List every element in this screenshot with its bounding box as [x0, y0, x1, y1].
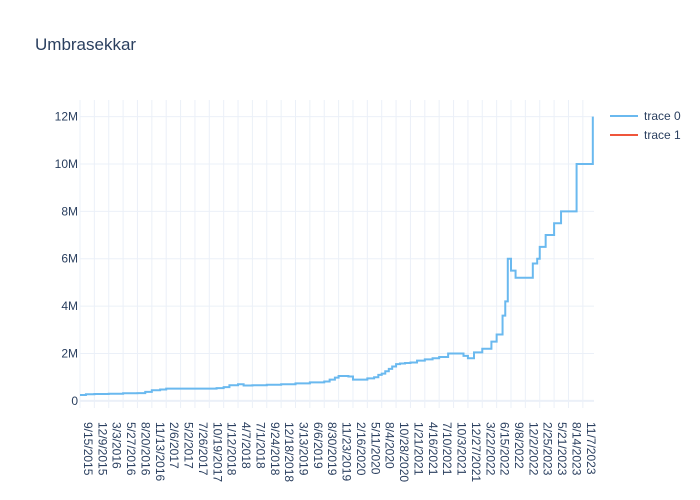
x-tick-label: 1/12/2018: [225, 422, 239, 476]
x-tick-label: 1/21/2021: [411, 422, 425, 476]
x-tick-label: 11/23/2019: [340, 422, 354, 481]
x-tick-label: 3/3/2016: [110, 422, 124, 469]
grid-lines: [79, 100, 594, 408]
chart-title: Umbrasekkar: [35, 35, 137, 54]
y-tick-label: 4M: [61, 299, 78, 313]
y-tick-label: 12M: [55, 110, 78, 124]
x-tick-label: 4/16/2021: [426, 422, 440, 476]
x-tick-label: 12/27/2021: [469, 422, 483, 482]
legend[interactable]: trace 0 trace 1: [610, 109, 681, 142]
x-tick-label: 12/9/2015: [95, 422, 109, 476]
y-tick-label: 2M: [61, 347, 78, 361]
x-tick-label: 2/25/2023: [541, 422, 555, 476]
x-tick-label: 4/7/2018: [239, 422, 253, 469]
x-tick-label: 12/18/2018: [282, 422, 296, 482]
x-tick-label: 5/27/2016: [124, 422, 138, 476]
y-tick-label: 6M: [61, 252, 78, 266]
series-lines: [80, 116, 594, 396]
y-tick-label: 8M: [61, 204, 78, 218]
x-tick-label: 9/24/2018: [268, 422, 282, 476]
x-tick-label: 2/16/2020: [354, 422, 368, 476]
x-tick-label: 8/20/2016: [138, 422, 152, 476]
x-tick-label: 5/21/2023: [555, 422, 569, 476]
legend-item-0[interactable]: trace 0: [644, 109, 681, 123]
x-tick-label: 8/30/2019: [325, 422, 339, 476]
x-tick-label: 3/22/2022: [483, 422, 497, 476]
x-tick-label: 9/8/2022: [512, 422, 526, 469]
x-tick-label: 7/26/2017: [196, 422, 210, 476]
x-tick-label: 10/3/2021: [455, 422, 469, 476]
x-tick-label: 3/13/2019: [297, 422, 311, 476]
x-tick-label: 12/2/2022: [526, 422, 540, 476]
y-tick-label: 10M: [55, 157, 78, 171]
x-tick-label: 2/6/2017: [167, 422, 181, 469]
x-tick-label: 6/15/2022: [498, 422, 512, 476]
x-tick-label: 8/4/2020: [383, 422, 397, 469]
x-tick-label: 8/14/2023: [569, 422, 583, 476]
y-tick-label: 0: [71, 394, 78, 408]
x-tick-label: 11/13/2016: [153, 422, 167, 481]
x-tick-label: 5/2/2017: [182, 422, 196, 469]
x-tick-label: 5/11/2020: [368, 422, 382, 475]
legend-item-1[interactable]: trace 1: [644, 128, 681, 142]
x-tick-label: 10/28/2020: [397, 422, 411, 482]
x-axis-ticks: 9/15/2015 12/9/2015 3/3/2016 5/27/2016 8/20/…: [81, 422, 598, 482]
x-tick-label: 6/6/2019: [311, 422, 325, 469]
series-line-0: [80, 116, 594, 396]
x-tick-label: 7/1/2018: [253, 422, 267, 469]
x-tick-label: 10/19/2017: [210, 422, 224, 482]
x-tick-label: 11/7/2023: [584, 422, 598, 475]
y-axis-ticks: 0 2M 4M 6M 8M 10M 12M: [55, 110, 79, 408]
x-tick-label: 7/10/2021: [440, 422, 454, 476]
x-tick-label: 9/15/2015: [81, 422, 95, 476]
